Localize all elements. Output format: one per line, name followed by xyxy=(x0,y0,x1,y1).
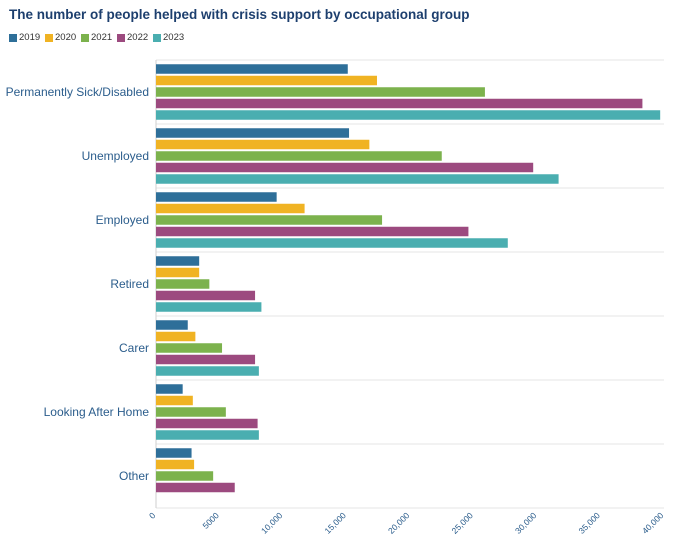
bar-2022 xyxy=(156,98,643,109)
legend-label-2021: 2021 xyxy=(91,32,113,43)
bar-2021 xyxy=(156,215,383,225)
bar-2019 xyxy=(156,320,188,330)
bar-2022 xyxy=(156,290,256,301)
bar-2023 xyxy=(156,302,262,312)
bar-2022 xyxy=(156,162,534,173)
bar-2020 xyxy=(156,395,193,406)
category-label: Carer xyxy=(119,341,149,355)
legend-label-2023: 2023 xyxy=(163,32,185,43)
category-label: Permanently Sick/Disabled xyxy=(6,85,149,99)
bar-2023 xyxy=(156,238,508,248)
x-tick-label: 30,000 xyxy=(513,510,539,536)
bar-2020 xyxy=(156,139,370,150)
legend-swatch-2023 xyxy=(153,34,161,42)
bar-2021 xyxy=(156,279,210,289)
category-label: Employed xyxy=(96,213,149,227)
x-tick-label: 15,000 xyxy=(322,510,348,536)
bar-2021 xyxy=(156,151,442,161)
bar-2022 xyxy=(156,418,258,429)
bar-2022 xyxy=(156,354,256,365)
x-tick-label: 20,000 xyxy=(386,510,412,536)
bar-2023 xyxy=(156,110,661,120)
bar-2021 xyxy=(156,407,226,417)
x-tick-label: 0 xyxy=(147,510,158,521)
legend-label-2020: 2020 xyxy=(55,32,77,43)
legend-label-2019: 2019 xyxy=(19,32,41,43)
category-label: Retired xyxy=(110,277,149,291)
bar-2019 xyxy=(156,256,200,266)
bar-2019 xyxy=(156,384,183,394)
bar-2021 xyxy=(156,343,223,353)
bar-2021 xyxy=(156,471,214,481)
bar-2020 xyxy=(156,331,196,342)
bar-2020 xyxy=(156,75,377,86)
x-tick-label: 10,000 xyxy=(259,510,285,536)
category-label: Other xyxy=(119,469,149,483)
legend-swatch-2019 xyxy=(9,34,17,42)
x-tick-label: 25,000 xyxy=(449,510,475,536)
bar-2021 xyxy=(156,87,485,97)
bar-2020 xyxy=(156,459,195,470)
bar-2022 xyxy=(156,482,235,493)
bar-2020 xyxy=(156,267,200,278)
chart-title: The number of people helped with crisis … xyxy=(9,7,470,22)
bar-2023 xyxy=(156,174,559,184)
bar-2019 xyxy=(156,64,348,74)
legend-label-2022: 2022 xyxy=(127,32,149,43)
x-tick-label: 35,000 xyxy=(576,510,602,536)
category-label: Unemployed xyxy=(82,149,149,163)
x-tick-label: 5000 xyxy=(200,510,221,531)
bar-2019 xyxy=(156,128,350,138)
legend-swatch-2021 xyxy=(81,34,89,42)
legend-swatch-2020 xyxy=(45,34,53,42)
bar-2022 xyxy=(156,226,469,237)
legend-swatch-2022 xyxy=(117,34,125,42)
bar-2023 xyxy=(156,430,259,440)
bar-2019 xyxy=(156,448,192,458)
x-tick-label: 40,000 xyxy=(640,510,666,536)
bar-2020 xyxy=(156,203,305,214)
category-label: Looking After Home xyxy=(44,405,150,419)
bar-2019 xyxy=(156,192,277,202)
bar-2023 xyxy=(156,366,259,376)
